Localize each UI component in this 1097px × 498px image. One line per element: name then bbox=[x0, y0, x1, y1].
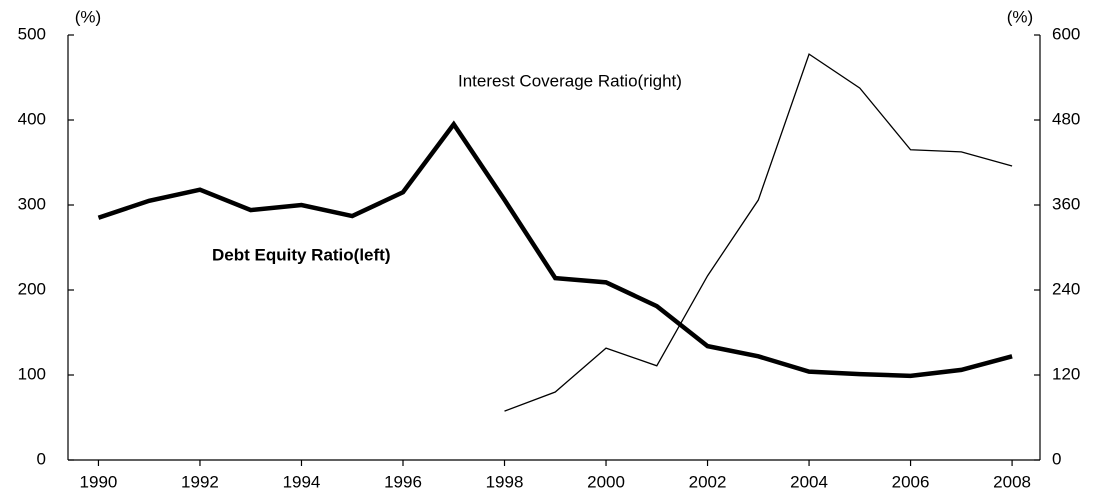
y2-tick-label: 240 bbox=[1052, 279, 1080, 298]
y-tick-label: 300 bbox=[18, 194, 46, 213]
y-tick-label: 200 bbox=[18, 279, 46, 298]
x-tick-label: 1990 bbox=[80, 472, 118, 491]
y-tick-label: 500 bbox=[18, 24, 46, 43]
y2-axis-unit: (%) bbox=[1007, 7, 1033, 26]
x-tick-label: 2006 bbox=[892, 472, 930, 491]
x-tick-label: 1996 bbox=[384, 472, 422, 491]
series-annotation: Debt Equity Ratio(left) bbox=[212, 245, 391, 264]
y2-tick-label: 600 bbox=[1052, 24, 1080, 43]
y2-tick-label: 120 bbox=[1052, 364, 1080, 383]
x-tick-label: 2004 bbox=[790, 472, 828, 491]
series-line bbox=[504, 53, 1013, 412]
x-tick-label: 1998 bbox=[486, 472, 524, 491]
y-axis-unit: (%) bbox=[75, 7, 101, 26]
x-tick-label: 2000 bbox=[587, 472, 625, 491]
y-tick-label: 400 bbox=[18, 109, 46, 128]
y2-tick-label: 0 bbox=[1052, 449, 1061, 468]
y2-tick-label: 480 bbox=[1052, 109, 1080, 128]
series-annotation: Interest Coverage Ratio(right) bbox=[458, 71, 682, 90]
x-tick-label: 1992 bbox=[181, 472, 219, 491]
series-line bbox=[97, 120, 1013, 379]
y2-tick-label: 360 bbox=[1052, 194, 1080, 213]
x-tick-label: 2002 bbox=[689, 472, 727, 491]
y-tick-label: 100 bbox=[18, 364, 46, 383]
x-tick-label: 1994 bbox=[283, 472, 321, 491]
y-tick-label: 0 bbox=[37, 449, 46, 468]
x-tick-label: 2008 bbox=[993, 472, 1031, 491]
